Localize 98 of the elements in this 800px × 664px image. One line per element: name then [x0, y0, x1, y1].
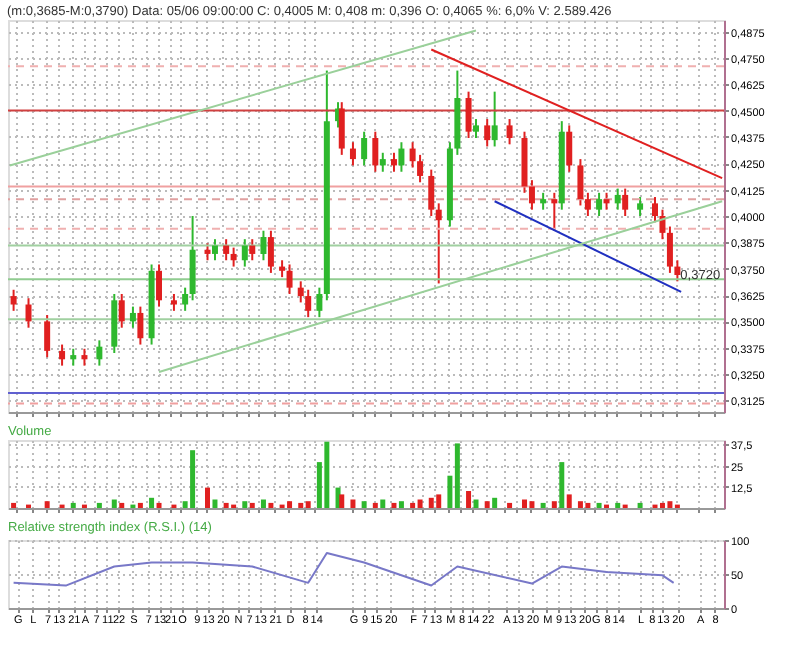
bar	[70, 502, 76, 508]
bar	[596, 502, 602, 508]
bar	[637, 502, 643, 508]
candlestick	[96, 339, 103, 367]
line-series	[12, 551, 675, 587]
bar	[372, 502, 378, 508]
candlestick	[223, 238, 230, 262]
candlestick	[118, 292, 125, 329]
bar	[667, 501, 673, 508]
candlestick	[361, 130, 368, 167]
bar	[454, 443, 460, 508]
candlestick	[338, 101, 345, 156]
candlestick	[182, 286, 189, 312]
bar	[398, 501, 404, 508]
bar	[417, 499, 423, 508]
candlestick	[241, 238, 248, 268]
candlestick	[465, 90, 472, 140]
candlestick	[189, 215, 196, 302]
candlestick	[230, 246, 237, 268]
bar	[249, 502, 255, 508]
candlestick	[111, 292, 118, 354]
bar	[324, 441, 330, 508]
bar	[380, 499, 386, 508]
bar	[223, 502, 229, 508]
bar	[361, 501, 367, 508]
candlestick	[666, 225, 673, 274]
candlestick	[428, 168, 435, 217]
bar	[492, 497, 498, 508]
candlestick	[528, 179, 535, 211]
candlestick	[267, 229, 274, 274]
bar	[119, 502, 125, 508]
candlestick	[249, 238, 256, 262]
candlestick	[379, 151, 386, 173]
candlestick	[390, 151, 397, 173]
bar	[242, 501, 248, 508]
candlestick	[25, 297, 32, 329]
bar	[205, 487, 211, 508]
candlestick	[398, 141, 405, 173]
bar	[559, 462, 565, 508]
bar	[566, 494, 572, 508]
candlestick	[484, 118, 491, 148]
bar	[577, 501, 583, 508]
candlestick	[316, 286, 323, 319]
bar	[659, 502, 665, 508]
candlestick	[44, 314, 51, 359]
bar	[484, 501, 490, 508]
bar	[615, 502, 621, 508]
bar	[190, 450, 196, 508]
bar	[111, 499, 117, 508]
candlestick	[349, 141, 356, 167]
candlestick	[211, 238, 218, 262]
bar	[339, 494, 345, 508]
candlestick	[596, 191, 603, 217]
candlestick	[584, 191, 591, 217]
bar	[149, 497, 155, 508]
candlestick	[305, 288, 312, 319]
bar	[11, 502, 17, 508]
candlestick	[551, 191, 558, 232]
candlestick	[622, 187, 629, 217]
bar	[466, 491, 472, 508]
candlestick	[506, 118, 513, 146]
bar	[521, 499, 527, 508]
bar	[287, 501, 293, 508]
candlestick	[59, 343, 66, 367]
candlestick	[566, 124, 573, 173]
bar	[529, 501, 535, 508]
candlestick	[137, 305, 144, 346]
candlestick	[577, 158, 584, 207]
bar	[585, 502, 591, 508]
bar	[540, 502, 546, 508]
bar	[156, 502, 162, 508]
bar	[137, 502, 143, 508]
bar	[268, 502, 274, 508]
candlestick	[637, 196, 644, 217]
candlestick	[156, 263, 163, 308]
candlestick	[260, 229, 267, 262]
candlestick	[129, 305, 136, 329]
bar	[410, 502, 416, 508]
bar	[473, 499, 479, 508]
candlestick	[473, 118, 480, 140]
bar	[436, 494, 442, 508]
bar	[391, 502, 397, 508]
candlestick	[10, 288, 17, 312]
bar	[305, 501, 311, 508]
bar	[428, 497, 434, 508]
bar	[298, 502, 304, 508]
candlestick	[286, 263, 293, 295]
bar	[350, 499, 356, 508]
bar	[551, 501, 557, 508]
candlestick	[372, 130, 379, 173]
candlestick	[614, 187, 621, 211]
bar	[96, 502, 102, 508]
bar	[212, 499, 218, 508]
bar	[260, 499, 266, 508]
candlestick	[435, 202, 442, 285]
bar	[44, 501, 50, 508]
candlestick	[491, 90, 498, 148]
bar	[507, 502, 513, 508]
